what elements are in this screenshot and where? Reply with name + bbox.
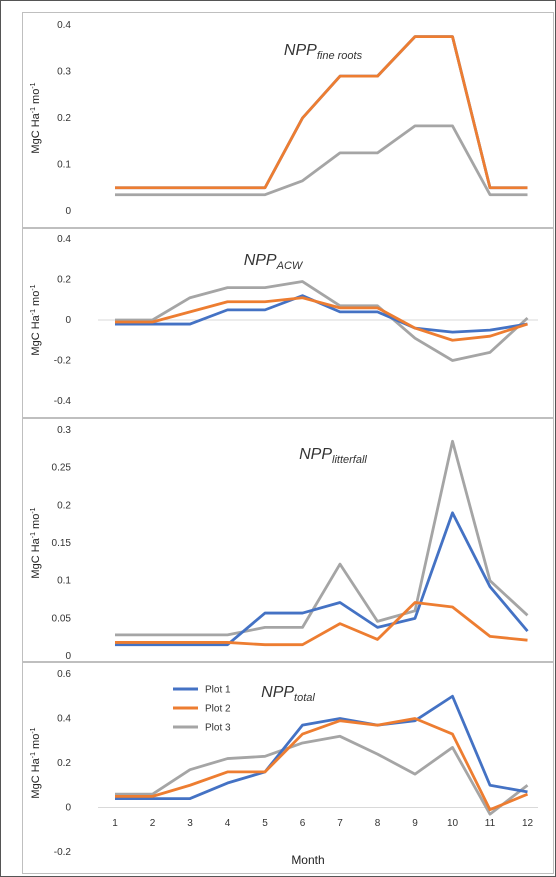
x-tick-label: 12 (522, 818, 534, 829)
y-tick-label: 0.2 (57, 113, 71, 124)
chart-svg: -0.4 -0.2 0 0.2 0.4 MgC Ha-1 mo-1 NPPACW (30, 234, 538, 407)
panel-title: NPPACW (244, 252, 304, 272)
y-tick-label: 0.2 (57, 275, 71, 286)
y-tick-label: 0.05 (52, 613, 72, 624)
legend-label: Plot 3 (205, 723, 231, 734)
series-line-plot3 (115, 734, 529, 816)
x-axis-label: Month (291, 853, 324, 867)
y-axis-label: MgC Ha-1 mo-1 (30, 507, 42, 578)
x-tick-label: 9 (412, 818, 418, 829)
x-tick-label: 11 (485, 818, 496, 829)
series-line-plot1 (115, 694, 528, 801)
panel-title: NPPtotal (261, 684, 315, 704)
series-line-plot1 (115, 511, 529, 647)
series-line-plot2 (115, 717, 529, 812)
y-tick-label: -0.2 (54, 356, 72, 367)
series-line-plot2 (115, 296, 528, 342)
y-tick-label: 0.4 (57, 20, 71, 31)
series-line-plot1 (115, 294, 528, 334)
y-tick-label: 0 (65, 206, 71, 217)
x-tick-label: 2 (150, 818, 156, 829)
series-line-plot3 (115, 280, 529, 362)
x-tick-label: 10 (447, 818, 459, 829)
series-line-plot3 (115, 439, 529, 637)
y-axis-label: MgC Ha-1 mo-1 (30, 82, 42, 153)
x-tick-label: 7 (337, 818, 343, 829)
panel-npp-fine-roots: 0 0.1 0.2 0.3 0.4 MgC Ha-1 mo-1 NPPfine roots (22, 12, 554, 228)
x-tick-label: 8 (375, 818, 381, 829)
panel-npp-total: -0.2 0 0.2 0.4 0.6 MgC Ha-1 mo-1 NPPtotal 1 2 3 4 5… (22, 662, 554, 874)
y-axis-label: MgC Ha-1 mo-1 (30, 727, 42, 798)
y-tick-label: -0.2 (54, 847, 72, 858)
panel-title: NPPfine roots (284, 42, 363, 62)
y-tick-label: -0.4 (54, 396, 72, 407)
x-tick-label: 6 (300, 818, 306, 829)
y-tick-label: 0.6 (57, 669, 71, 680)
chart-svg: 0 0.05 0.1 0.15 0.2 0.25 0.3 MgC Ha-1 mo-1 NPPli… (30, 425, 529, 662)
y-tick-label: 0.1 (57, 160, 71, 171)
y-tick-label: 0.1 (57, 576, 71, 587)
legend-label: Plot 2 (205, 704, 231, 715)
chart-svg: 0 0.1 0.2 0.3 0.4 MgC Ha-1 mo-1 NPPfine roots (30, 20, 528, 217)
x-tick-label: 3 (187, 818, 193, 829)
y-axis-label: MgC Ha-1 mo-1 (30, 284, 42, 355)
x-tick-label: 4 (225, 818, 231, 829)
y-tick-label: 0.25 (52, 463, 72, 474)
x-tick-label: 5 (262, 818, 268, 829)
y-tick-label: 0 (65, 315, 71, 326)
series-line-plot2 (115, 601, 528, 647)
series-line-plot3 (115, 124, 528, 197)
x-tick-label: 1 (112, 818, 118, 829)
y-tick-label: 0.2 (57, 758, 71, 769)
y-tick-label: 0 (65, 803, 71, 814)
panel-title: NPPlitterfall (299, 446, 367, 466)
y-tick-label: 0.15 (52, 538, 72, 549)
y-tick-label: 0.4 (57, 234, 71, 245)
legend-label: Plot 1 (205, 685, 231, 696)
panel-npp-acw: -0.4 -0.2 0 0.2 0.4 MgC Ha-1 mo-1 NPPACW (22, 228, 554, 418)
y-tick-label: 0.2 (57, 500, 71, 511)
y-tick-label: 0.3 (57, 67, 71, 78)
y-tick-label: 0.3 (57, 425, 71, 436)
y-tick-label: 0.4 (57, 714, 71, 725)
series-line-plot2 (115, 35, 528, 190)
y-tick-label: 0 (65, 651, 71, 662)
panel-npp-litterfall: 0 0.05 0.1 0.15 0.2 0.25 0.3 MgC Ha-1 mo-1 NPPli… (22, 418, 554, 662)
